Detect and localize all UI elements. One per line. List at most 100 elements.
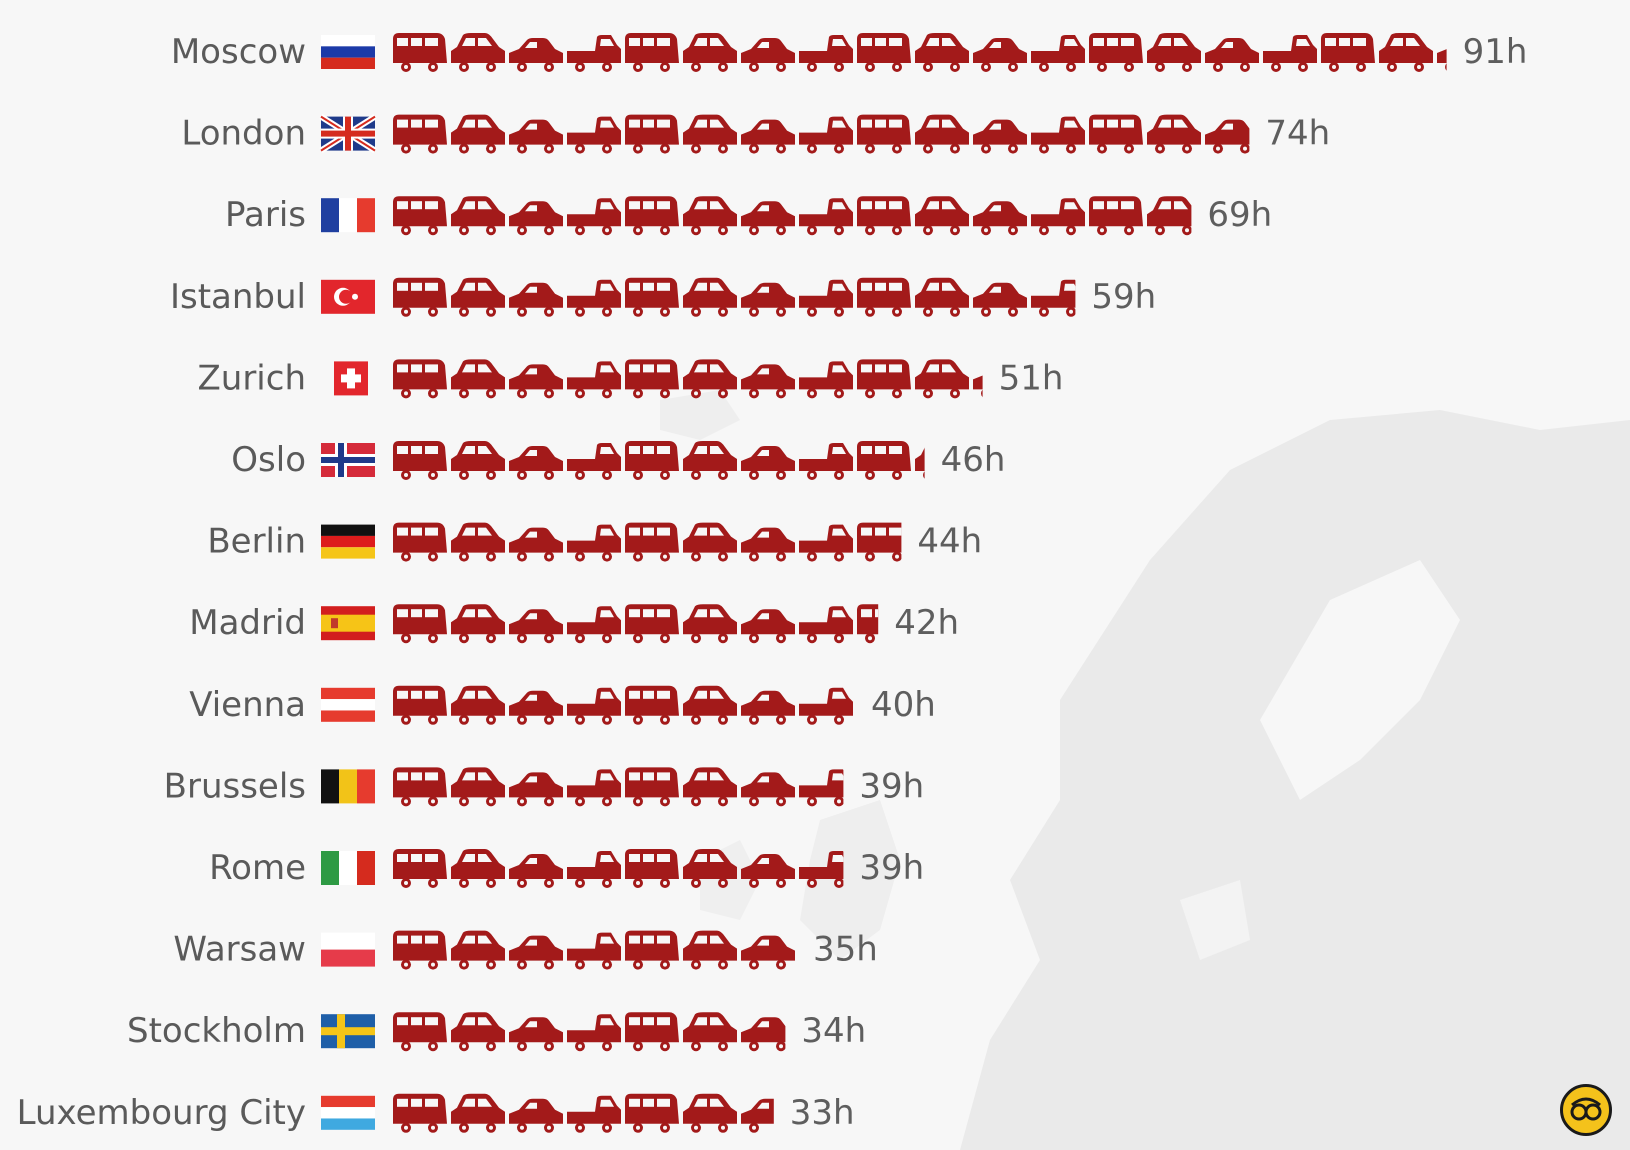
sedan-icon [973,201,1027,236]
hatchback-icon [915,359,969,399]
value-label: 91h [1463,32,1528,72]
pickup-icon [567,932,621,970]
pickup-icon [1031,279,1076,317]
chart-row: Zurich 51h [197,358,1063,399]
flag-luxembourg [321,1095,375,1130]
sedan-icon [741,1017,786,1052]
logo-icon [1560,1084,1612,1136]
van-icon [625,685,679,725]
hatchback-icon [451,930,505,970]
pickup-icon [567,116,621,154]
category-label: Oslo [231,440,306,480]
category-label: Paris [225,195,306,235]
sedan-icon [509,690,563,725]
hatchback-icon [451,33,505,72]
hatchback-icon [683,1093,737,1133]
chart-row: Brussels 39h [164,766,924,807]
hatchback-icon [451,604,505,644]
flag-italy [321,851,375,885]
van-icon [625,1012,679,1052]
pickup-icon [799,116,853,154]
pickup-icon [567,361,621,399]
pickup-icon [799,769,844,807]
van-icon [393,33,447,72]
van-icon [625,522,679,562]
van-icon [625,849,679,888]
pickup-icon [799,687,853,725]
value-label: 69h [1207,195,1272,235]
hatchback-icon [683,1012,737,1052]
van-icon [393,359,447,399]
flag-switzerland [334,361,368,396]
sedan-icon [973,375,983,398]
hatchback-icon [683,114,737,154]
pickup-icon [799,279,853,317]
category-label: Stockholm [127,1011,306,1051]
bar-mark [393,277,1076,317]
sedan-icon [973,282,1027,317]
flag-russia [321,35,375,69]
van-icon [393,685,447,725]
value-label: 34h [801,1011,866,1051]
sedan-icon [509,772,563,807]
sedan-icon [509,119,563,154]
van-icon [1089,196,1143,236]
pickup-icon [567,198,621,236]
pickup-icon [799,851,844,888]
sedan-icon [973,119,1027,154]
hatchback-icon [683,196,737,236]
hatchback-icon [683,33,737,72]
van-icon [1089,33,1143,72]
value-label: 39h [859,848,924,888]
flag-norway [321,443,375,477]
value-label: 40h [871,685,936,725]
chart-row: Rome 39h [209,848,924,888]
pickup-icon [567,1014,621,1052]
hatchback-icon [1379,33,1433,72]
hatchback-icon [915,33,969,72]
value-label: 42h [894,603,959,643]
sedan-icon [509,364,563,399]
van-icon [625,33,679,72]
hatchback-icon [451,1093,505,1133]
chart-row: Paris 69h [225,195,1272,236]
category-label: Luxembourg City [17,1093,306,1133]
van-icon [1321,33,1375,72]
pickup-icon [1031,35,1085,72]
category-label: Zurich [197,358,306,398]
sedan-icon [741,119,795,154]
bar-mark [393,849,844,888]
van-icon [625,196,679,236]
pickup-icon [1263,35,1317,72]
category-label: Warsaw [173,930,306,970]
bar-mark [393,441,925,480]
sedan-icon [509,201,563,236]
van-icon [857,277,911,317]
sedan-icon [741,854,795,888]
chart-row: Vienna 40h [189,685,936,725]
category-label: Moscow [171,32,306,72]
hatchback-icon [683,604,737,644]
hatchback-icon [451,849,505,888]
chart-row: Istanbul 59h [170,277,1156,317]
hatchback-icon [451,359,505,399]
hatchback-icon [915,114,969,154]
pickup-icon [567,524,621,562]
bar-mark [393,1012,786,1052]
category-label: Brussels [164,766,306,806]
hatchback-icon [683,849,737,888]
hatchback-icon [915,277,969,317]
hatchback-icon [451,277,505,317]
chart-row: Warsaw 35h [173,930,878,970]
sedan-icon [741,1098,774,1133]
sedan-icon [973,38,1027,72]
hatchback-icon [683,441,737,480]
sedan-icon [509,609,563,644]
value-label: 33h [790,1093,855,1133]
pickup-icon [567,279,621,317]
flag-spain [321,606,375,641]
category-label: Berlin [207,522,306,562]
flag-france [321,198,375,233]
bar-mark [393,196,1192,236]
hatchback-icon [683,930,737,970]
